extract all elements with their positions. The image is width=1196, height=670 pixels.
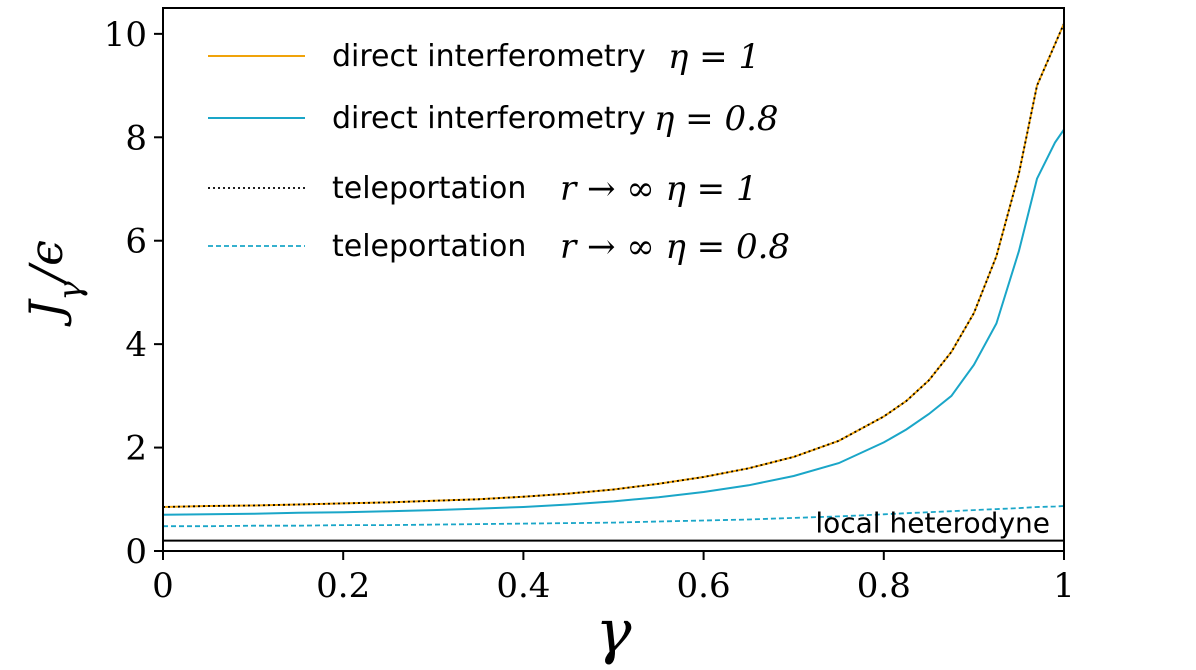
plot-frame: [162, 7, 1065, 552]
series-line-3: [163, 505, 1065, 528]
legend-math-2: r → ∞ η = 1: [560, 169, 758, 209]
reference-line-label: local heterodyne: [815, 507, 1050, 540]
x-tick-label: 0: [152, 566, 174, 606]
x-tick-label: 0.8: [857, 566, 911, 606]
y-tick-label: 2: [125, 429, 147, 469]
legend-label-3: teleportation: [332, 229, 526, 264]
y-axis-label: Jγ/ϵ: [19, 240, 89, 327]
y-tick-label: 6: [125, 222, 147, 262]
legend-label-1: direct interferometry: [332, 101, 646, 136]
y-tick-label: 8: [125, 118, 147, 158]
legend-label-0: direct interferometry: [332, 39, 646, 74]
plot-marks: [162, 23, 1065, 542]
x-tick-label: 0.2: [316, 566, 370, 606]
y-tick-label: 4: [125, 325, 147, 365]
x-tick-label: 0.6: [677, 566, 731, 606]
series-line-1: [162, 128, 1065, 516]
series-line-0: [162, 23, 1065, 508]
legend-math-3: r → ∞ η = 0.8: [560, 227, 790, 267]
y-tick-label: 10: [104, 15, 147, 55]
legend: direct interferometry η = 1 direct interfe…: [208, 37, 790, 267]
legend-math-1: η = 0.8: [654, 99, 779, 139]
y-tick-label: 0: [125, 532, 147, 572]
x-axis-label: γ: [596, 597, 632, 667]
legend-math-0: η = 1: [668, 37, 760, 77]
x-tick-label: 0.4: [496, 566, 550, 606]
x-tick-label: 1: [1053, 566, 1075, 606]
legend-label-2: teleportation: [332, 171, 526, 206]
